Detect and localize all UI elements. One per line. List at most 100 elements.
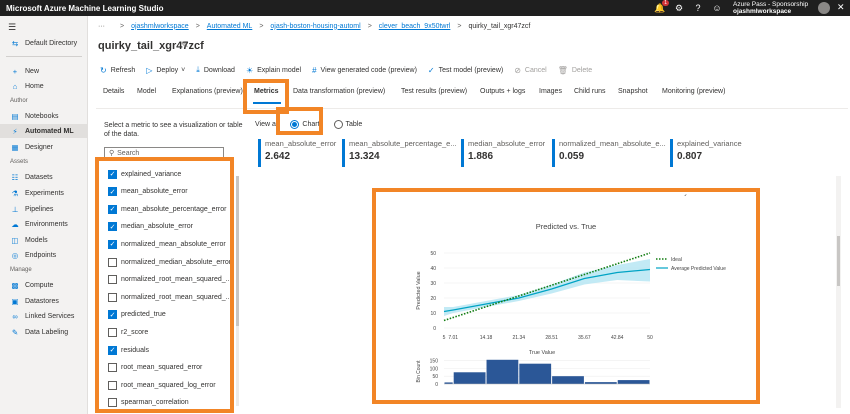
- metric-item[interactable]: normalized_root_mean_squared_...: [108, 290, 230, 304]
- hamburger-icon[interactable]: ☰: [8, 22, 17, 32]
- metric-checkbox[interactable]: ✓: [108, 169, 117, 179]
- nav-endpoints[interactable]: ◎ Endpoints: [0, 248, 88, 262]
- tab-outputs-logs[interactable]: Outputs + logs: [480, 88, 526, 95]
- delete-button[interactable]: 🗑 Delete: [558, 66, 592, 75]
- scrollbar-thumb[interactable]: [837, 236, 840, 286]
- view-as-table-option[interactable]: Table: [333, 119, 362, 129]
- metric-item[interactable]: ✓ residuals: [108, 343, 149, 357]
- explain-model-button[interactable]: ☀ Explain model: [246, 66, 301, 75]
- download-button[interactable]: ⤓ Download: [196, 65, 235, 75]
- avatar[interactable]: [818, 2, 830, 14]
- metric-item[interactable]: normalized_median_absolute_error: [108, 255, 230, 269]
- metric-checkbox[interactable]: [108, 327, 117, 337]
- bell-icon[interactable]: 🔔 1: [654, 0, 669, 13]
- tab-model[interactable]: Model: [137, 88, 157, 95]
- metric-checkbox[interactable]: [108, 292, 117, 302]
- nav-directory[interactable]: ⇆ Default Directory: [0, 36, 88, 50]
- metric-checkbox[interactable]: ✓: [108, 345, 117, 355]
- tab-explanations[interactable]: Explanations (preview): [172, 88, 243, 95]
- metric-checkbox[interactable]: [108, 398, 117, 408]
- help-icon[interactable]: ?: [695, 3, 701, 13]
- refresh-icon: ↻: [100, 65, 107, 75]
- refresh-button[interactable]: ↻ Refresh: [100, 66, 135, 75]
- nav-designer[interactable]: ▦ Designer: [0, 140, 88, 154]
- breadcrumb-automated-ml[interactable]: Automated ML: [206, 22, 253, 30]
- view-as-group: View as Chart Table: [255, 118, 370, 130]
- metric-item[interactable]: ✓ mean_absolute_percentage_error: [108, 202, 226, 216]
- nav-home[interactable]: ⌂ Home: [0, 79, 88, 93]
- nav-new[interactable]: + New: [0, 64, 88, 78]
- nav-data-labeling[interactable]: ✎ Data Labeling: [0, 325, 88, 339]
- view-as-chart-option[interactable]: Chart: [290, 119, 320, 129]
- tab-child-runs[interactable]: Child runs: [574, 88, 606, 95]
- tab-details[interactable]: Details: [103, 88, 125, 95]
- metric-item[interactable]: ✓ mean_absolute_error: [108, 185, 188, 199]
- gear-icon[interactable]: ⚙: [674, 2, 684, 13]
- smiley-icon[interactable]: ☺: [712, 3, 722, 13]
- nav-compute[interactable]: ▩ Compute: [0, 278, 88, 292]
- main-scrollbar[interactable]: [836, 176, 841, 408]
- x-tick-label: 21.34: [513, 335, 526, 341]
- cancel-button[interactable]: ⊘ Cancel: [514, 66, 547, 75]
- nav-experiments[interactable]: ⚗ Experiments: [0, 186, 88, 200]
- view-code-button[interactable]: # View generated code (preview): [312, 66, 417, 75]
- plus-icon: +: [12, 66, 18, 76]
- nav-designer-label: Designer: [25, 143, 54, 151]
- close-icon[interactable]: ✕: [837, 2, 845, 12]
- tab-snapshot[interactable]: Snapshot: [618, 88, 648, 95]
- metric-checkbox[interactable]: ✓: [108, 204, 117, 214]
- metric-item[interactable]: ✓ predicted_true: [108, 308, 166, 322]
- metric-item[interactable]: ✓ explained_variance: [108, 167, 181, 181]
- environment-icon: ☁: [11, 219, 19, 229]
- tab-data-transformation[interactable]: Data transformation (preview): [293, 88, 386, 95]
- nav-environments[interactable]: ☁ Environments: [0, 217, 88, 231]
- metric-item[interactable]: r2_score: [108, 325, 148, 339]
- nav-datastores-label: Datastores: [25, 297, 59, 305]
- breadcrumb-parent-run[interactable]: clever_beach_9x50twrl: [378, 22, 451, 30]
- metric-checkbox[interactable]: ✓: [108, 222, 117, 232]
- metric-checkbox[interactable]: ✓: [108, 239, 117, 249]
- compute-icon: ▩: [11, 280, 19, 290]
- metric-checkbox[interactable]: [108, 275, 117, 285]
- breadcrumb-experiment[interactable]: ojash-boston-housing-automl: [270, 22, 361, 30]
- metric-item[interactable]: root_mean_squared_error: [108, 361, 202, 375]
- metric-checkbox[interactable]: [108, 363, 117, 373]
- metric-checkbox[interactable]: [108, 380, 117, 390]
- deploy-button[interactable]: ▷ Deploy ˅: [146, 66, 185, 75]
- nav-models[interactable]: ◫ Models: [0, 233, 88, 247]
- metric-item[interactable]: ✓ normalized_mean_absolute_error: [108, 237, 226, 251]
- nav-datasets[interactable]: ☷ Datasets: [0, 170, 88, 184]
- nav-notebooks[interactable]: ▤ Notebooks: [0, 109, 88, 123]
- nav-automated-ml[interactable]: ⚡ Automated ML: [0, 124, 88, 138]
- nav-pipelines[interactable]: ⊥ Pipelines: [0, 202, 88, 216]
- tab-images[interactable]: Images: [539, 88, 562, 95]
- metric-item[interactable]: root_mean_squared_log_error: [108, 378, 216, 392]
- nav-linked-services[interactable]: ∞ Linked Services: [0, 309, 88, 323]
- hist-y-tick-label: 50: [432, 374, 438, 380]
- metric-checkbox[interactable]: ✓: [108, 187, 117, 197]
- refresh-label: Refresh: [110, 66, 136, 74]
- metric-search-input[interactable]: ⚲ Search: [104, 147, 224, 159]
- pencil-icon[interactable]: ✎: [181, 40, 189, 50]
- metric-list-scrollbar[interactable]: [236, 176, 239, 406]
- tab-metrics[interactable]: Metrics: [254, 88, 279, 95]
- more-icon[interactable]: ···: [98, 22, 105, 30]
- metric-checkbox[interactable]: [108, 257, 117, 267]
- metric-item[interactable]: ✓ median_absolute_error: [108, 220, 193, 234]
- metric-checkbox[interactable]: ✓: [108, 310, 117, 320]
- table-radio[interactable]: [333, 119, 343, 129]
- metric-item[interactable]: spearman_correlation: [108, 396, 189, 410]
- account-info[interactable]: Azure Pass - Sponsorship ojashmlworkspac…: [733, 1, 808, 15]
- search-icon: ⚲: [109, 150, 115, 157]
- nav-environments-label: Environments: [25, 220, 68, 228]
- test-model-button[interactable]: ✓ Test model (preview): [428, 66, 503, 75]
- tab-test-results[interactable]: Test results (preview): [401, 88, 468, 95]
- breadcrumb-workspace[interactable]: ojashmlworkspace: [131, 22, 189, 30]
- tab-monitoring[interactable]: Monitoring (preview): [662, 88, 726, 95]
- nav-datastores[interactable]: ▣ Datastores: [0, 294, 88, 308]
- scrollbar-thumb[interactable]: [236, 176, 239, 326]
- chart-radio[interactable]: [290, 119, 300, 129]
- histogram-bar: [552, 376, 584, 384]
- nav-endpoints-label: Endpoints: [25, 251, 57, 259]
- metric-item[interactable]: normalized_root_mean_squared_...: [108, 273, 230, 287]
